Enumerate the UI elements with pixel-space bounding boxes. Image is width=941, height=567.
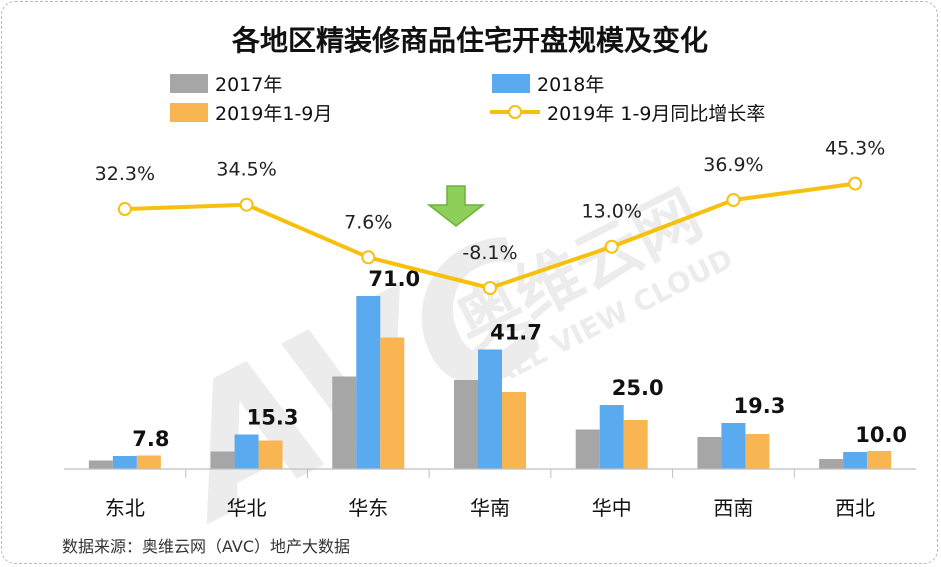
bar-2018 [478, 349, 502, 469]
legend-label-2019: 2019年1-9月 [215, 103, 332, 125]
bar-2019 [136, 455, 161, 469]
legend-marker-growth [508, 105, 522, 119]
growth-label: 45.3% [825, 138, 885, 160]
legend-swatch-2017 [170, 74, 208, 93]
bar-total-label: 71.0 [368, 267, 420, 291]
x-tick-label: 西北 [835, 496, 875, 520]
x-tick-label: 西南 [713, 496, 753, 520]
bar-2018 [234, 434, 259, 469]
x-tick-label: 华东 [348, 496, 388, 520]
legend-label-growth: 2019年 1-9月同比增长率 [547, 103, 765, 125]
growth-point [239, 197, 254, 212]
bar-2019 [258, 440, 283, 469]
growth-label: 36.9% [703, 154, 763, 176]
bar-2018 [843, 452, 868, 469]
bar-2018 [599, 405, 624, 469]
growth-label: 32.3% [95, 163, 155, 185]
bar-2017 [454, 380, 478, 469]
growth-line-group: 32.3% 34.5% 7.6% -8.1% 13.0% 36.9% 45.3% [95, 138, 885, 295]
growth-label: 7.6% [344, 211, 392, 233]
x-axis: 东北 华北 华东 华南 华中 西南 西北 [64, 468, 916, 520]
bar-total-label: 19.3 [734, 394, 786, 418]
bar-2018 [356, 296, 381, 469]
legend-label-2017: 2017年 [215, 74, 282, 96]
bar-2017 [575, 429, 600, 469]
bar-total-label: 7.8 [132, 427, 169, 451]
bars-group: 7.8 15.3 71.0 41.7 25.0 19.3 10.0 [88, 267, 907, 469]
bar-2017 [88, 460, 113, 469]
x-tick-label: 东北 [105, 496, 145, 520]
growth-label: -8.1% [462, 242, 517, 264]
bar-2017 [210, 451, 235, 469]
chart-title: 各地区精装修商品住宅开盘规模及变化 [231, 24, 708, 57]
growth-point [604, 239, 619, 254]
x-tick-label: 华中 [592, 496, 632, 520]
growth-label: 34.5% [216, 159, 276, 181]
growth-label: 13.0% [582, 201, 642, 223]
growth-point [483, 281, 497, 295]
bar-total-label: 25.0 [612, 376, 664, 400]
bar-2017 [332, 376, 357, 469]
growth-point [848, 176, 863, 191]
bar-2018 [112, 456, 137, 469]
legend-swatch-2018 [492, 74, 530, 93]
down-arrow-icon [426, 185, 486, 227]
x-tick-label: 华南 [470, 496, 510, 520]
bar-2017 [697, 437, 722, 469]
bar-total-label: 10.0 [855, 423, 907, 447]
legend-swatch-2019 [170, 103, 208, 122]
legend-label-2018: 2018年 [537, 74, 604, 96]
growth-point [726, 193, 741, 208]
growth-point [117, 202, 132, 217]
bar-total-label: 15.3 [247, 406, 299, 430]
bar-2019 [380, 337, 405, 469]
x-tick-label: 华北 [227, 496, 267, 520]
bar-2019 [502, 392, 526, 469]
bar-2019 [623, 420, 648, 469]
legend: 2017年 2018年 2019年1-9月 2019年 1-9月同比增长率 [170, 74, 765, 125]
bar-2019 [867, 451, 892, 469]
source-note: 数据来源：奥维云网（AVC）地产大数据 [62, 537, 350, 556]
bar-total-label: 41.7 [490, 321, 542, 345]
growth-point [361, 250, 376, 265]
bar-2018 [721, 423, 746, 469]
bar-2017 [819, 459, 844, 469]
bar-2019 [745, 434, 770, 469]
